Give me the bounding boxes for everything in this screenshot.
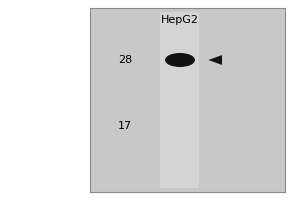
Bar bbox=[90, 8, 285, 192]
Polygon shape bbox=[208, 55, 222, 65]
Bar bbox=[160, 12, 200, 188]
Ellipse shape bbox=[165, 53, 195, 67]
Text: 28: 28 bbox=[118, 55, 132, 65]
Text: 17: 17 bbox=[118, 121, 132, 131]
Text: HepG2: HepG2 bbox=[161, 15, 199, 25]
